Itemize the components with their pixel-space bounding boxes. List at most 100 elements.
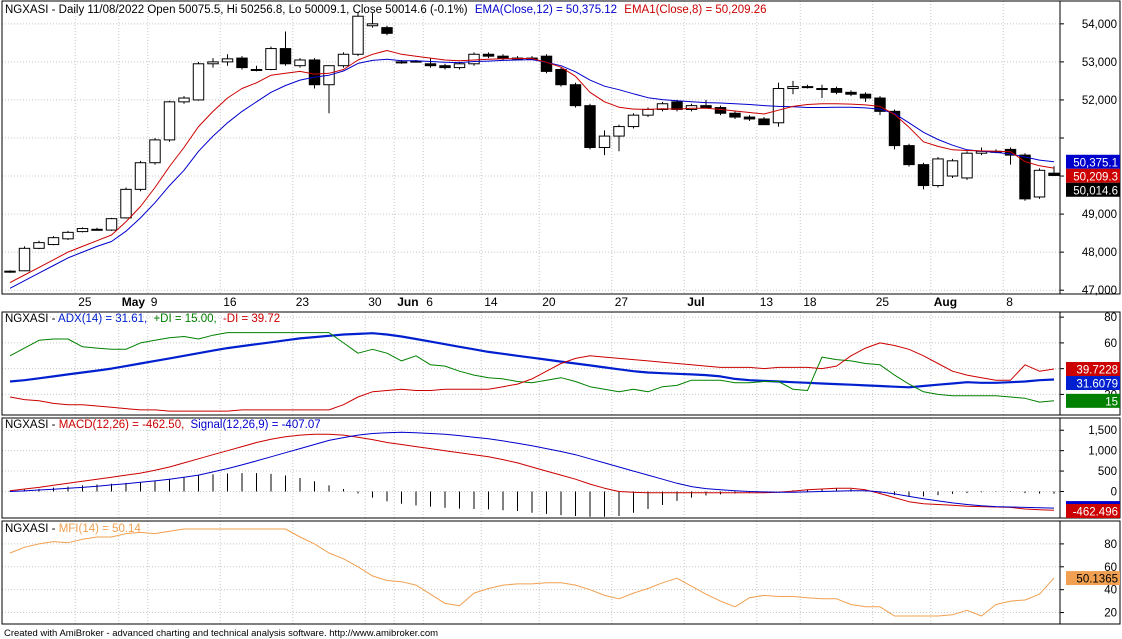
candle-up [47,237,60,246]
y-tick-label: 40 [1104,585,1117,597]
candle-up [816,88,828,91]
candle-down [874,97,886,112]
candle-up [149,139,161,164]
x-tick-label: 25 [876,295,890,309]
ema8-label: EMA1(Close,8) = 50,209.26 [624,4,766,16]
candle-up [91,228,103,231]
candle-up [598,135,611,148]
x-tick-label: Jun [397,295,418,309]
candle-down [424,63,437,67]
value-tag-label: -462.496 [1073,507,1118,519]
line-signal [9,431,1055,509]
candle-up [250,68,263,71]
candle-up [120,188,132,219]
macd-pane-title: NGXASI - MACD(12,26) = -462.50, Signal(1… [5,419,321,431]
x-tick-label: 25 [78,295,92,309]
value-tag-label: 31.6079 [1076,379,1118,391]
y-tick-label: 47,000 [1082,285,1117,297]
candle-up [294,59,306,67]
y-tick-label: 49,000 [1082,209,1117,221]
x-tick-label: 18 [803,295,817,309]
candle-up [134,162,147,190]
x-tick-label: 23 [296,295,310,309]
candle-up [787,86,799,90]
x-tick-label: Aug [934,295,957,309]
y-tick-label: 52,000 [1082,95,1117,107]
y-tick-label: 60 [1104,562,1117,574]
price-title-header: NGXASI - Daily 11/08/2022 Open 50075.5, … [5,4,468,16]
candle-down [569,84,582,107]
candle-up [468,53,480,65]
value-tags-layer: 50,375.1 50,209.3 50,014.6 39.7228 31.6079 15… [1066,154,1120,586]
y-tick-label: 54,000 [1082,19,1117,31]
candle-up [221,58,234,63]
value-tag-label: 15 [1105,396,1118,408]
x-tick-label: 30 [368,295,382,309]
candle-up [4,270,16,273]
x-tick-label: 13 [760,295,774,309]
candle-down [308,59,321,86]
candle-up [627,114,640,128]
value-tag-label: 39.7228 [1076,365,1118,377]
line-ema8 [9,50,1055,284]
candle-up [76,228,89,233]
adx-label: ADX(14) = 31.61, [58,313,147,325]
y-tick-label: 500 [1098,466,1117,478]
candle-up [395,61,408,64]
candle-down [830,88,843,93]
candle-up [613,126,625,137]
line-macd [9,433,1055,511]
candle-down [1019,154,1031,200]
macd-title-header: NGXASI - [5,419,59,431]
value-tag-label: 50,014.6 [1073,185,1118,197]
candle-up [192,63,205,101]
candle-down [482,53,495,57]
x-tick-label: 20 [542,295,556,309]
pane-frame-2 [1,417,1121,519]
y-tick-label: 53,000 [1082,57,1117,69]
line-minus_di [9,342,1055,412]
adx-pane-title: NGXASI - ADX(14) = 31.61, +DI = 15.00, -… [5,313,280,325]
line-ema12 [9,58,1055,289]
candle-up [961,152,973,179]
candle-up [685,105,698,110]
candle-down [714,107,727,114]
pane-frame-0 [1,0,1121,295]
candle-down [917,164,930,187]
x-tick-label: Jul [687,295,704,309]
candle-down [671,101,683,110]
value-tag [1066,182,1120,197]
x-tick-label: 9 [151,295,158,309]
candle-up [801,86,814,89]
value-tag-label: 50,209.3 [1073,171,1118,183]
y-tick-label: 20 [1104,608,1117,620]
minus-di-label: -DI = 39.72 [223,313,280,325]
candle-up [656,103,669,110]
signal-label: Signal(12,26,9) = -407.07 [191,419,321,431]
candle-up [453,63,466,69]
line-adx [9,332,1055,389]
candle-up [18,247,31,272]
mfi-title-header: NGXASI - [5,523,59,535]
x-tick-label: 6 [426,295,433,309]
line-plus_di [9,332,1055,403]
candle-up [337,53,350,67]
candle-down [555,68,567,86]
y-tick-label: 80 [1104,312,1117,324]
pane-frame-3 [1,520,1121,625]
candle-up [265,48,277,70]
candle-up [33,242,45,249]
x-tick-label: May [122,295,146,309]
y-tick-label: 0 [1111,486,1117,498]
candle-down [236,57,248,69]
value-tag [1066,571,1120,586]
footer-credit: Created with AmiBroker - advanced charti… [4,628,438,639]
x-tick-label: 27 [615,295,629,309]
series-layer [4,12,1060,617]
candle-down [758,118,770,126]
mfi-pane-title: NGXASI - MFI(14) = 50.14 [5,523,141,535]
candle-down [903,145,915,166]
line-mfi [9,528,1055,617]
value-tag-label: 50,375.1 [1073,157,1118,169]
